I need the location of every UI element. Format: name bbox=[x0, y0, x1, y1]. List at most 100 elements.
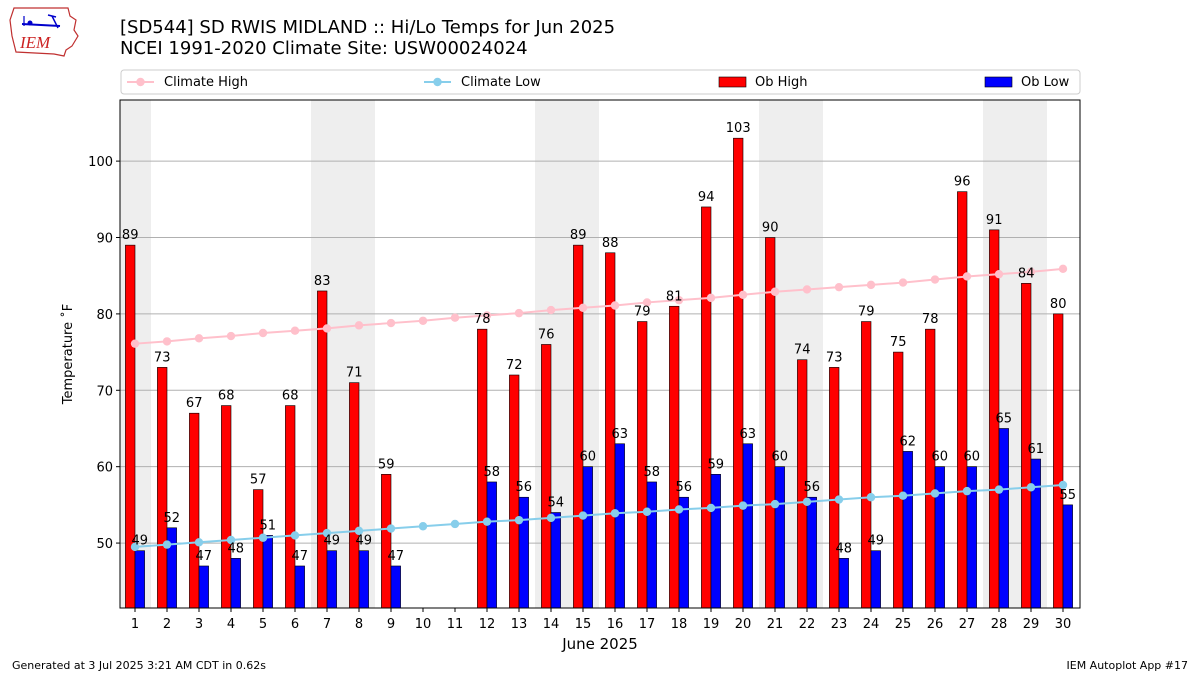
climate-low-point bbox=[802, 497, 812, 507]
climate-low-point bbox=[706, 503, 716, 513]
ob-high-bar bbox=[1053, 313, 1064, 609]
legend-climate-high-label: Climate High bbox=[164, 75, 248, 90]
climate-low-point bbox=[1026, 483, 1036, 492]
ob-low-value-label: 48 bbox=[228, 541, 245, 556]
climate-high-point bbox=[834, 282, 844, 292]
ob-high-bar bbox=[221, 405, 232, 609]
ob-high-value-label: 71 bbox=[346, 366, 363, 381]
ob-high-value-label: 96 bbox=[954, 175, 971, 190]
climate-high-point bbox=[866, 280, 876, 290]
chart-title: [SD544] SD RWIS MIDLAND :: Hi/Lo Temps f… bbox=[120, 17, 615, 59]
ob-low-bar bbox=[582, 466, 593, 609]
weekend-band bbox=[120, 100, 151, 608]
ob-low-bar bbox=[902, 451, 913, 609]
climate-low-point bbox=[1058, 480, 1068, 490]
ob-low-bar bbox=[870, 550, 881, 609]
climate-high-point bbox=[386, 318, 396, 328]
climate-low-point bbox=[450, 519, 460, 529]
x-tick-label: 3 bbox=[195, 617, 203, 632]
climate-low-point bbox=[514, 515, 524, 525]
x-tick-label: 4 bbox=[227, 617, 235, 632]
ob-high-bar bbox=[381, 474, 392, 609]
climate-low-point bbox=[994, 485, 1004, 494]
x-tick-label: 1 bbox=[131, 617, 139, 632]
ob-low-bar bbox=[838, 558, 849, 609]
climate-low-point bbox=[770, 499, 780, 509]
ob-high-bar bbox=[701, 206, 712, 609]
ob-high-value-label: 68 bbox=[282, 389, 299, 404]
climate-high-point bbox=[194, 334, 204, 343]
x-tick-label: 14 bbox=[543, 617, 560, 632]
ob-low-value-label: 56 bbox=[676, 480, 693, 495]
ob-high-bar bbox=[893, 351, 904, 609]
x-tick-label: 7 bbox=[323, 617, 331, 632]
climate-low-line bbox=[134, 484, 1064, 548]
legend-box bbox=[120, 69, 1081, 95]
ob-high-bar bbox=[157, 367, 168, 609]
ob-low-bar bbox=[230, 558, 241, 609]
ob-high-bar bbox=[189, 412, 200, 609]
ob-low-value-label: 49 bbox=[132, 534, 149, 549]
ob-low-value-label: 54 bbox=[548, 496, 565, 511]
ob-low-value-label: 60 bbox=[580, 450, 597, 465]
ob-high-value-label: 89 bbox=[122, 228, 139, 243]
x-tick-label: 11 bbox=[447, 617, 464, 632]
ob-low-bar bbox=[774, 466, 785, 609]
x-tick-label: 30 bbox=[1055, 617, 1072, 632]
ob-low-value-label: 62 bbox=[900, 434, 917, 449]
ob-low-value-label: 65 bbox=[996, 411, 1013, 426]
plot-frame bbox=[119, 99, 1081, 609]
ob-high-value-label: 78 bbox=[474, 312, 491, 327]
x-tick-label: 16 bbox=[607, 617, 624, 632]
title-line-1: [SD544] SD RWIS MIDLAND :: Hi/Lo Temps f… bbox=[120, 17, 616, 38]
ob-high-value-label: 80 bbox=[1050, 297, 1067, 312]
x-tick-label: 8 bbox=[355, 617, 363, 632]
x-tick-label: 9 bbox=[387, 617, 395, 632]
ob-low-value-label: 55 bbox=[1060, 488, 1077, 503]
x-tick-label: 18 bbox=[671, 617, 688, 632]
climate-low-point bbox=[290, 531, 300, 540]
x-tick-label: 5 bbox=[259, 617, 267, 632]
x-tick-label: 26 bbox=[927, 617, 944, 632]
ob-low-bar bbox=[166, 527, 177, 609]
ob-low-value-label: 49 bbox=[324, 534, 341, 549]
x-tick-label: 25 bbox=[895, 617, 912, 632]
ob-high-value-label: 57 bbox=[250, 473, 267, 488]
climate-low-point bbox=[354, 526, 364, 536]
ob-high-bar bbox=[733, 137, 744, 609]
logo-text: IEM bbox=[19, 33, 51, 52]
ob-low-value-label: 47 bbox=[388, 549, 405, 564]
ob-high-bar bbox=[573, 244, 584, 609]
x-tick-label: 10 bbox=[415, 617, 432, 632]
climate-low-point bbox=[866, 493, 876, 502]
ob-low-value-label: 47 bbox=[196, 549, 213, 564]
ob-low-value-label: 47 bbox=[292, 549, 309, 564]
climate-high-point bbox=[482, 311, 492, 320]
generated-note: Generated at 3 Jul 2025 3:21 AM CDT in 0… bbox=[12, 659, 266, 672]
ob-high-value-label: 79 bbox=[858, 305, 875, 320]
climate-low-point bbox=[930, 489, 940, 498]
ob-high-bar bbox=[957, 191, 968, 609]
x-tick-label: 12 bbox=[479, 617, 496, 632]
x-tick-label: 2 bbox=[163, 617, 171, 632]
ob-high-value-label: 91 bbox=[986, 213, 1003, 228]
ob-high-value-label: 73 bbox=[826, 350, 843, 365]
climate-high-point bbox=[418, 316, 428, 325]
x-tick-label: 24 bbox=[863, 617, 880, 632]
ob-high-value-label: 68 bbox=[218, 389, 235, 404]
climate-high-point bbox=[802, 285, 812, 294]
x-tick-label: 19 bbox=[703, 617, 720, 632]
app-credit: IEM Autoplot App #17 bbox=[1066, 659, 1189, 672]
ob-low-value-label: 63 bbox=[612, 427, 629, 442]
climate-low-point bbox=[898, 491, 908, 500]
x-tick-label: 28 bbox=[991, 617, 1008, 632]
climate-low-point bbox=[610, 509, 620, 518]
ob-high-bar bbox=[829, 367, 840, 609]
ob-low-value-label: 56 bbox=[804, 480, 821, 495]
climate-low-point bbox=[162, 540, 172, 549]
ob-high-bar bbox=[541, 344, 552, 609]
x-tick-label: 27 bbox=[959, 617, 976, 632]
x-tick-label: 23 bbox=[831, 617, 848, 632]
ob-high-bar bbox=[349, 382, 360, 609]
ob-low-bar bbox=[1062, 504, 1073, 609]
